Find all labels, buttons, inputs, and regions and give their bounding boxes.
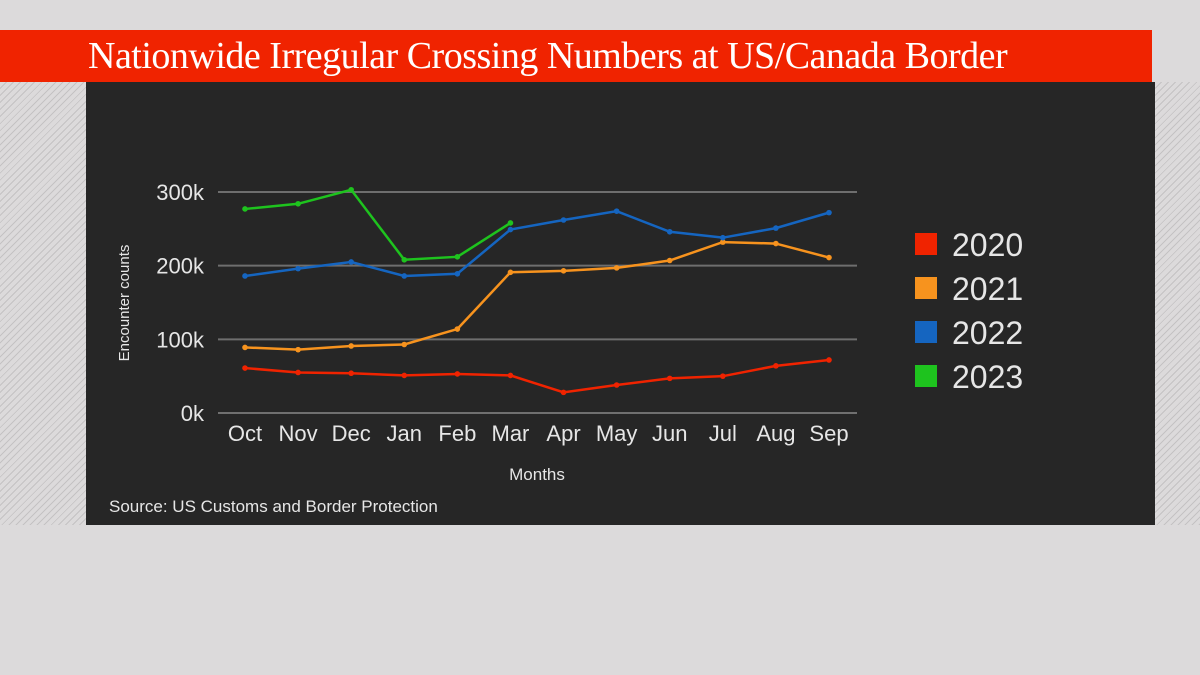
data-point-2023 <box>454 254 461 260</box>
data-point-2020 <box>826 357 832 363</box>
y-tick-label: 0k <box>181 401 205 426</box>
data-point-2021 <box>826 254 832 261</box>
x-tick-label: Mar <box>492 421 530 446</box>
data-point-2020 <box>613 382 620 388</box>
data-point-2022 <box>560 217 567 223</box>
data-point-2020 <box>295 369 301 376</box>
x-tick-label: Nov <box>279 421 318 446</box>
data-point-2022 <box>613 208 620 214</box>
data-point-2022 <box>348 259 354 265</box>
x-tick-label: Jan <box>387 421 422 446</box>
data-point-2021 <box>454 326 461 332</box>
legend-swatch-2021 <box>915 277 937 299</box>
data-point-2020 <box>560 389 567 396</box>
x-tick-label: Jul <box>709 421 737 446</box>
data-point-2022 <box>773 225 779 231</box>
data-point-2020 <box>348 370 354 377</box>
x-tick-label: Sep <box>809 421 848 446</box>
legend-label-2021: 2021 <box>952 271 1023 307</box>
x-tick-label: Apr <box>546 421 580 446</box>
data-point-2021 <box>348 343 354 349</box>
data-point-2022 <box>507 226 514 233</box>
series-line-2023 <box>244 188 512 262</box>
data-point-2023 <box>401 256 408 263</box>
x-tick-label: Dec <box>332 421 371 446</box>
data-point-2021 <box>613 265 620 271</box>
title-band <box>0 30 1152 82</box>
data-point-2021 <box>242 344 248 351</box>
legend-swatch-2022 <box>915 321 937 343</box>
legend-label-2022: 2022 <box>952 315 1023 351</box>
data-point-2020 <box>401 372 408 379</box>
data-point-2022 <box>826 209 832 216</box>
y-tick-label: 100k <box>156 327 205 352</box>
data-point-2021 <box>560 268 567 274</box>
legend-label-2023: 2023 <box>952 359 1023 395</box>
legend-swatch-2020 <box>915 233 937 255</box>
x-axis-label: Months <box>509 465 565 484</box>
data-point-2022 <box>242 273 248 279</box>
data-point-2022 <box>454 270 461 277</box>
data-point-2023 <box>242 206 248 212</box>
x-tick-label: Jun <box>652 421 687 446</box>
data-point-2021 <box>401 341 408 348</box>
data-point-2020 <box>666 375 673 382</box>
source-note: Source: US Customs and Border Protection <box>109 497 438 516</box>
data-point-2022 <box>666 228 673 235</box>
data-point-2021 <box>720 239 726 245</box>
data-point-2023 <box>295 200 301 207</box>
chart-title: Nationwide Irregular Crossing Numbers at… <box>88 35 1008 77</box>
y-tick-label: 300k <box>156 180 205 205</box>
hatched-margin-left <box>0 82 86 525</box>
data-point-2020 <box>773 363 779 369</box>
series-line-2022 <box>244 209 830 278</box>
x-tick-label: Oct <box>228 421 262 446</box>
y-tick-label: 200k <box>156 254 205 279</box>
data-point-2020 <box>720 373 726 379</box>
data-point-2023 <box>348 186 354 193</box>
data-point-2023 <box>507 220 514 226</box>
data-point-2021 <box>295 346 301 353</box>
legend-swatch-2023 <box>915 365 937 387</box>
chart-panel <box>86 82 1155 525</box>
y-axis-label: Encounter counts <box>116 245 133 362</box>
data-point-2021 <box>507 269 514 276</box>
data-point-2020 <box>454 371 461 377</box>
data-point-2021 <box>666 257 673 264</box>
series-line-2020 <box>244 358 830 394</box>
hatched-margin-right <box>1155 82 1200 525</box>
data-point-2022 <box>295 265 301 272</box>
legend-label-2020: 2020 <box>952 227 1023 263</box>
x-tick-label: Aug <box>756 421 795 446</box>
data-point-2022 <box>720 234 726 241</box>
x-tick-label: May <box>596 421 638 446</box>
data-point-2020 <box>242 365 248 371</box>
data-point-2021 <box>773 240 779 247</box>
series-line-2021 <box>244 240 830 351</box>
x-tick-label: Feb <box>438 421 476 446</box>
data-point-2020 <box>507 372 514 379</box>
data-point-2022 <box>401 273 408 279</box>
